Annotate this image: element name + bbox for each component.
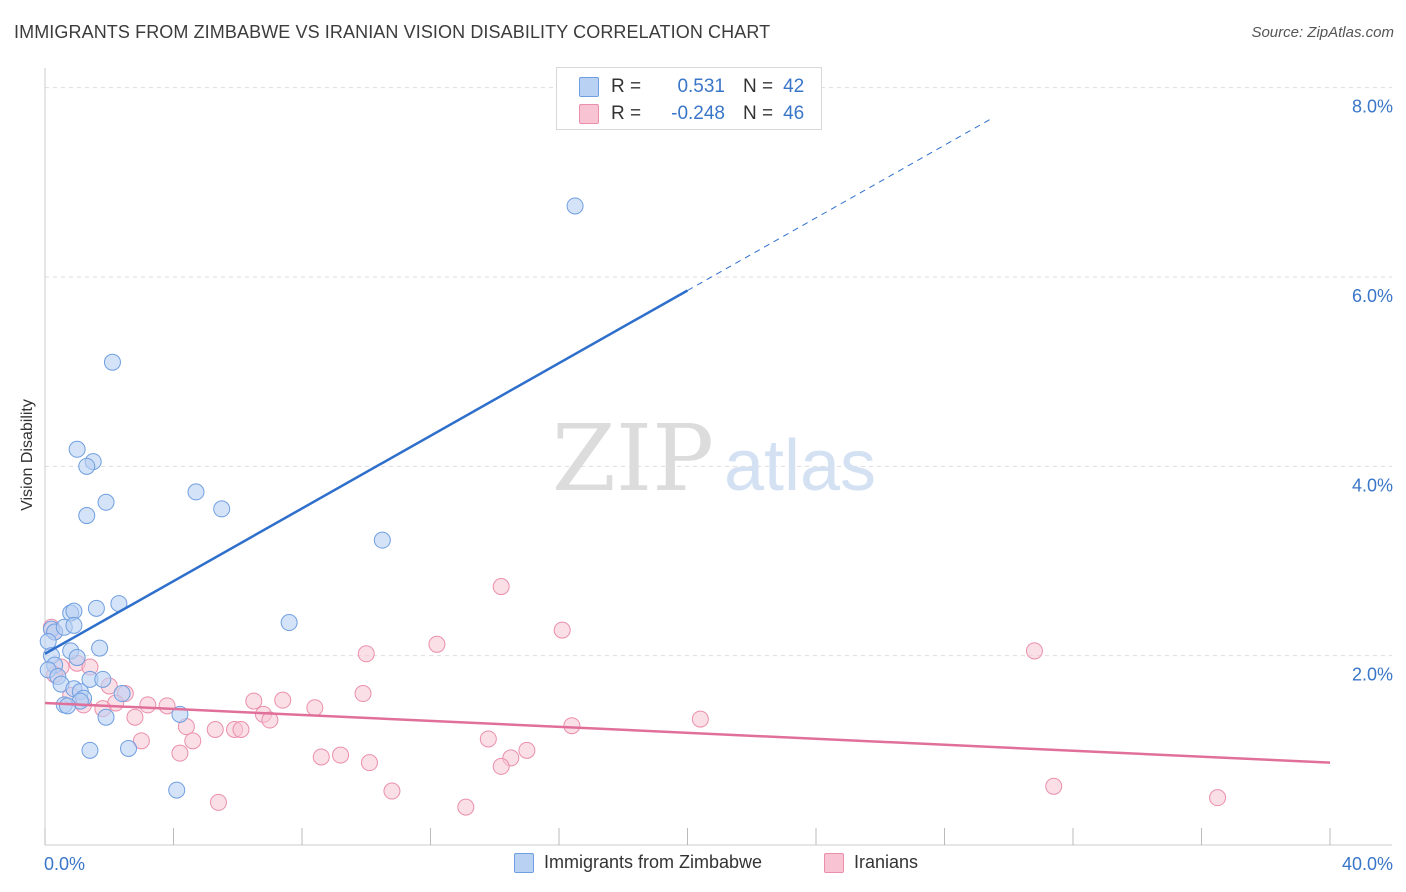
legend-swatch-pink: [579, 104, 599, 124]
zimbabwe-point: [103, 353, 121, 371]
zimbabwe-point: [168, 781, 186, 799]
y-tick-label: 4.0%: [1352, 475, 1393, 495]
grid-lines: [45, 87, 1392, 657]
iranians-point: [357, 645, 375, 663]
iranians-point: [261, 711, 279, 729]
zimbabwe-point: [97, 493, 115, 511]
legend-n-label: N =: [743, 76, 774, 97]
iranians-point: [306, 699, 324, 717]
iranians-point: [245, 692, 263, 710]
watermark-atlas: atlas: [724, 426, 876, 506]
iranians-point: [232, 721, 250, 739]
chart-title: IMMIGRANTS FROM ZIMBABWE VS IRANIAN VISI…: [14, 22, 771, 42]
legend-swatch-blue: [514, 852, 534, 873]
legend-n-value: 46: [783, 103, 805, 124]
legend-swatch-pink: [824, 852, 844, 873]
legend-row-zimbabwe: R = 0.531 N = 42: [579, 75, 804, 99]
legend-item-iranians: Iranians: [824, 852, 918, 873]
zimbabwe-point: [87, 599, 105, 617]
x-tick-labels: 0.0% 40.0%: [44, 854, 1393, 874]
legend-label-iranians: Iranians: [854, 852, 919, 872]
legend-n-value: 42: [783, 76, 805, 97]
trend-lines: [44, 117, 1331, 764]
iranians-point: [360, 754, 378, 772]
legend-r-label: R =: [611, 103, 642, 124]
zimbabwe-point: [65, 616, 83, 634]
source-label: Source: ZipAtlas.com: [1251, 24, 1394, 41]
iranians-point: [518, 741, 536, 759]
zimbabwe-point: [81, 741, 99, 759]
iranians-point: [184, 732, 202, 750]
iranians-point: [479, 730, 497, 748]
iranians-point: [691, 710, 709, 728]
y-tick-labels: 2.0% 4.0% 6.0% 8.0%: [1352, 97, 1393, 685]
legend-r-label: R =: [611, 76, 642, 97]
iranians-point: [492, 578, 510, 596]
iranians-point: [383, 782, 401, 800]
legend-swatch-blue: [579, 77, 599, 97]
iranians-point: [553, 621, 571, 639]
y-tick-label: 8.0%: [1352, 97, 1393, 117]
iranians-point: [1025, 642, 1043, 660]
legend-item-zimbabwe: Immigrants from Zimbabwe: [514, 852, 762, 873]
iranians-points: [42, 578, 1227, 816]
iranians-point: [332, 746, 350, 764]
iranians-point: [274, 691, 292, 709]
zimbabwe-point: [187, 483, 205, 501]
zimbabwe-point: [65, 602, 83, 620]
legend-n-label: N =: [743, 103, 774, 124]
iranians-point: [132, 732, 150, 750]
zimbabwe-point: [113, 685, 131, 703]
iranians-point: [1045, 777, 1063, 795]
legend-r-value: -0.248: [671, 103, 725, 124]
iranians-point: [457, 798, 475, 816]
legend-row-iranians: R = -0.248 N = 46: [579, 102, 804, 126]
axes: [44, 68, 1392, 846]
iranians-point: [126, 708, 144, 726]
zimbabwe-point: [213, 500, 231, 518]
iranians-point: [428, 635, 446, 653]
iranians-point: [209, 793, 227, 811]
zimbabwe-point: [78, 457, 96, 475]
zimbabwe-point: [97, 708, 115, 726]
iranians-trend-line: [44, 701, 1331, 764]
iranians-point: [171, 744, 189, 762]
zimbabwe-point: [78, 507, 96, 525]
iranians-point: [563, 717, 581, 735]
y-tick-label: 6.0%: [1352, 286, 1393, 306]
iranians-point: [354, 685, 372, 703]
zimbabwe-point: [280, 614, 298, 632]
x-tick-label-min: 0.0%: [44, 854, 85, 874]
zimbabwe-points: [39, 197, 584, 799]
zimbabwe-point: [39, 632, 57, 650]
zimbabwe-point: [373, 531, 391, 549]
watermark-zip: ZIP: [552, 405, 714, 512]
watermark: ZIP atlas: [552, 405, 876, 512]
y-tick-label: 2.0%: [1352, 665, 1393, 685]
zimbabwe-point: [58, 697, 76, 715]
zimbabwe-point: [68, 649, 86, 667]
zimbabwe-point: [91, 639, 109, 657]
legend-label-zimbabwe: Immigrants from Zimbabwe: [544, 852, 763, 872]
iranians-point: [312, 748, 330, 766]
iranians-point: [1209, 789, 1227, 807]
legend-r-value: 0.531: [677, 76, 725, 97]
iranians-point: [139, 696, 157, 714]
correlation-legend: R = 0.531 N = 42 R = -0.248 N = 46: [556, 67, 822, 130]
zimbabwe-point: [566, 197, 584, 215]
zimbabwe-point: [94, 670, 112, 688]
zimbabwe-point: [68, 440, 86, 458]
zimbabwe-point: [120, 739, 138, 757]
iranians-point: [492, 757, 510, 775]
x-tick-label-max: 40.0%: [1342, 854, 1393, 874]
iranians-point: [206, 721, 224, 739]
zimbabwe-trend-extension: [687, 117, 993, 291]
zimbabwe-trend-line: [44, 289, 689, 655]
